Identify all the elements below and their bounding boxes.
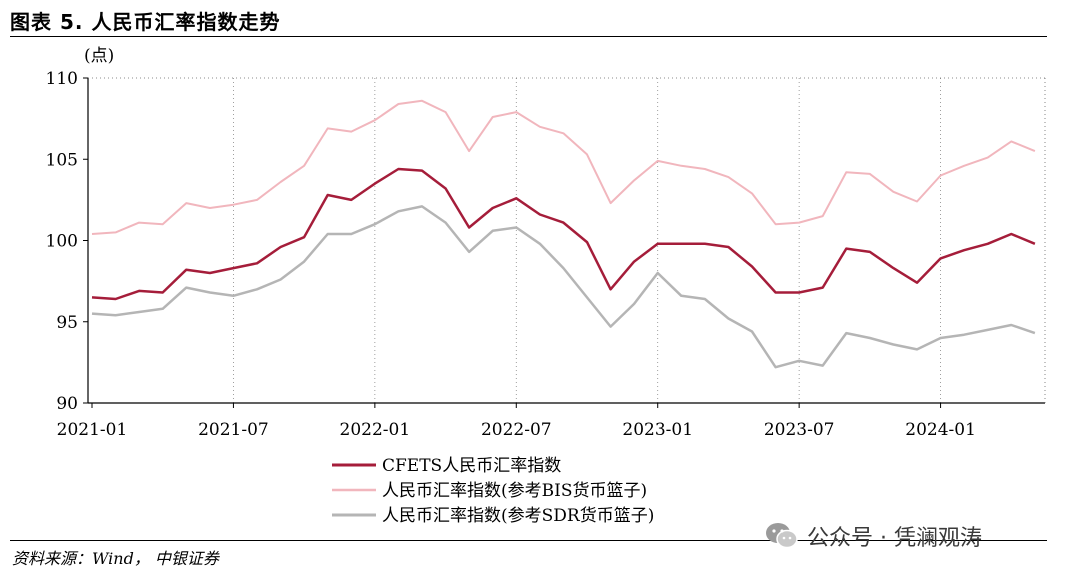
legend-label-0: CFETS人民币汇率指数 <box>382 456 561 476</box>
series-line-0 <box>91 167 1036 301</box>
legend-label-2: 人民币汇率指数(参考SDR货币篮子) <box>382 506 654 526</box>
wechat-icon <box>766 523 798 549</box>
y-tick-label: 90 <box>56 394 78 414</box>
watermark: 公众号 · 凭澜观涛 <box>765 518 982 554</box>
source-divider <box>10 540 1047 541</box>
y-tick-label: 110 <box>46 69 78 89</box>
series-layer <box>91 99 1036 369</box>
source-note: 资料来源：Wind， 中银证券 <box>12 549 219 568</box>
axes: 90 95 100 105 110 2021-01 2021-07 2022-01 2022-0… <box>46 69 1046 440</box>
y-axis-label: (点) <box>84 46 114 66</box>
x-tick-label: 2021-01 <box>57 420 128 440</box>
series-line-2 <box>91 205 1036 369</box>
x-tick-label: 2021-07 <box>198 420 269 440</box>
x-tick-label: 2023-01 <box>622 420 693 440</box>
x-tick-label: 2023-07 <box>764 420 835 440</box>
x-tick-label: 2024-01 <box>905 420 976 440</box>
legend-label-1: 人民币汇率指数(参考BIS货币篮子) <box>382 481 647 501</box>
y-tick-label: 105 <box>46 150 78 170</box>
x-tick-label: 2022-01 <box>340 420 411 440</box>
chart-title: 图表 5. 人民币汇率指数走势 <box>10 10 281 34</box>
y-tick-label: 100 <box>46 232 78 252</box>
watermark-text: 公众号 · 凭澜观涛 <box>807 526 982 551</box>
series-line-1 <box>91 99 1036 235</box>
y-tick-label: 95 <box>56 313 78 333</box>
x-tick-label: 2022-07 <box>481 420 552 440</box>
title-divider <box>10 36 1047 37</box>
